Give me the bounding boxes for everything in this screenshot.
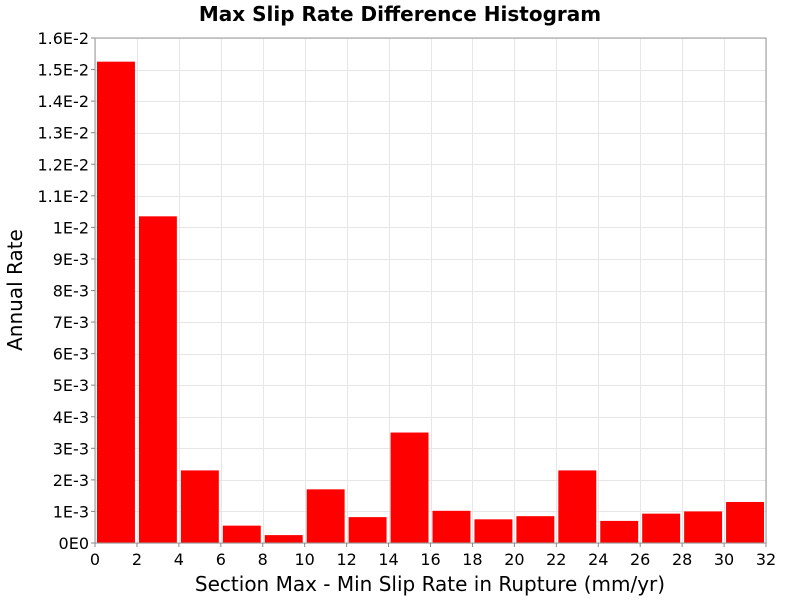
- bar: [390, 432, 429, 543]
- x-tick-label: 8: [258, 550, 268, 569]
- bar: [306, 489, 345, 543]
- x-tick-label: 14: [378, 550, 398, 569]
- x-tick-label: 24: [588, 550, 608, 569]
- y-tick-label: 1.4E-2: [37, 92, 89, 111]
- plot-frame: [94, 37, 767, 544]
- y-tick-label: 1.6E-2: [37, 29, 89, 48]
- bar: [516, 516, 555, 543]
- x-tick-label: 18: [462, 550, 482, 569]
- x-tick-label: 0: [90, 550, 100, 569]
- bars: [97, 61, 764, 543]
- bar: [264, 535, 303, 543]
- x-tick-label: 30: [714, 550, 734, 569]
- x-tick-label: 20: [504, 550, 524, 569]
- x-tick-label: 22: [546, 550, 566, 569]
- bar: [348, 517, 387, 543]
- bar: [180, 470, 219, 543]
- y-tick-label: 1E-3: [53, 502, 89, 521]
- x-axis-ticks: 0 2 4 6 8 10 12 14 16 18 20 22 24 26 28 30 32: [90, 543, 776, 569]
- y-tick-label: 9E-3: [53, 250, 89, 269]
- x-tick-label: 2: [132, 550, 142, 569]
- bar: [726, 501, 764, 543]
- bar: [432, 510, 471, 543]
- x-axis-label: Section Max - Min Slip Rate in Rupture (…: [195, 572, 665, 596]
- bar: [642, 513, 681, 543]
- y-tick-label: 4E-3: [53, 408, 89, 427]
- y-tick-label: 1.5E-2: [37, 61, 89, 80]
- grid-lines: [95, 38, 767, 544]
- y-tick-label: 3E-3: [53, 439, 89, 458]
- y-tick-label: 5E-3: [53, 376, 89, 395]
- y-tick-label: 1.1E-2: [37, 187, 89, 206]
- chart-title: Max Slip Rate Difference Histogram: [199, 2, 601, 26]
- x-tick-label: 32: [756, 550, 776, 569]
- bar: [684, 511, 723, 543]
- y-tick-label: 8E-3: [53, 282, 89, 301]
- bar: [222, 525, 261, 543]
- y-axis-label: Annual Rate: [3, 229, 27, 351]
- bar: [558, 470, 597, 543]
- y-tick-label: 7E-3: [53, 313, 89, 332]
- bar: [474, 519, 513, 543]
- x-tick-label: 6: [216, 550, 226, 569]
- y-tick-label: 1.2E-2: [37, 155, 89, 174]
- y-tick-label: 1E-2: [53, 218, 89, 237]
- bar: [97, 61, 135, 543]
- y-tick-label: 1.3E-2: [37, 124, 89, 143]
- x-tick-label: 12: [336, 550, 356, 569]
- x-tick-label: 26: [630, 550, 650, 569]
- x-tick-label: 16: [420, 550, 440, 569]
- y-tick-label: 6E-3: [53, 345, 89, 364]
- y-tick-label: 2E-3: [53, 471, 89, 490]
- bar: [600, 520, 639, 543]
- bar: [138, 216, 177, 543]
- x-tick-label: 10: [295, 550, 315, 569]
- y-axis-ticks: 0E0 1E-3 2E-3 3E-3 4E-3 5E-3 6E-3 7E-3 8E-3 9E-3 1…: [37, 29, 95, 553]
- y-tick-label: 0E0: [59, 534, 89, 553]
- x-tick-label: 28: [672, 550, 692, 569]
- x-tick-label: 4: [174, 550, 184, 569]
